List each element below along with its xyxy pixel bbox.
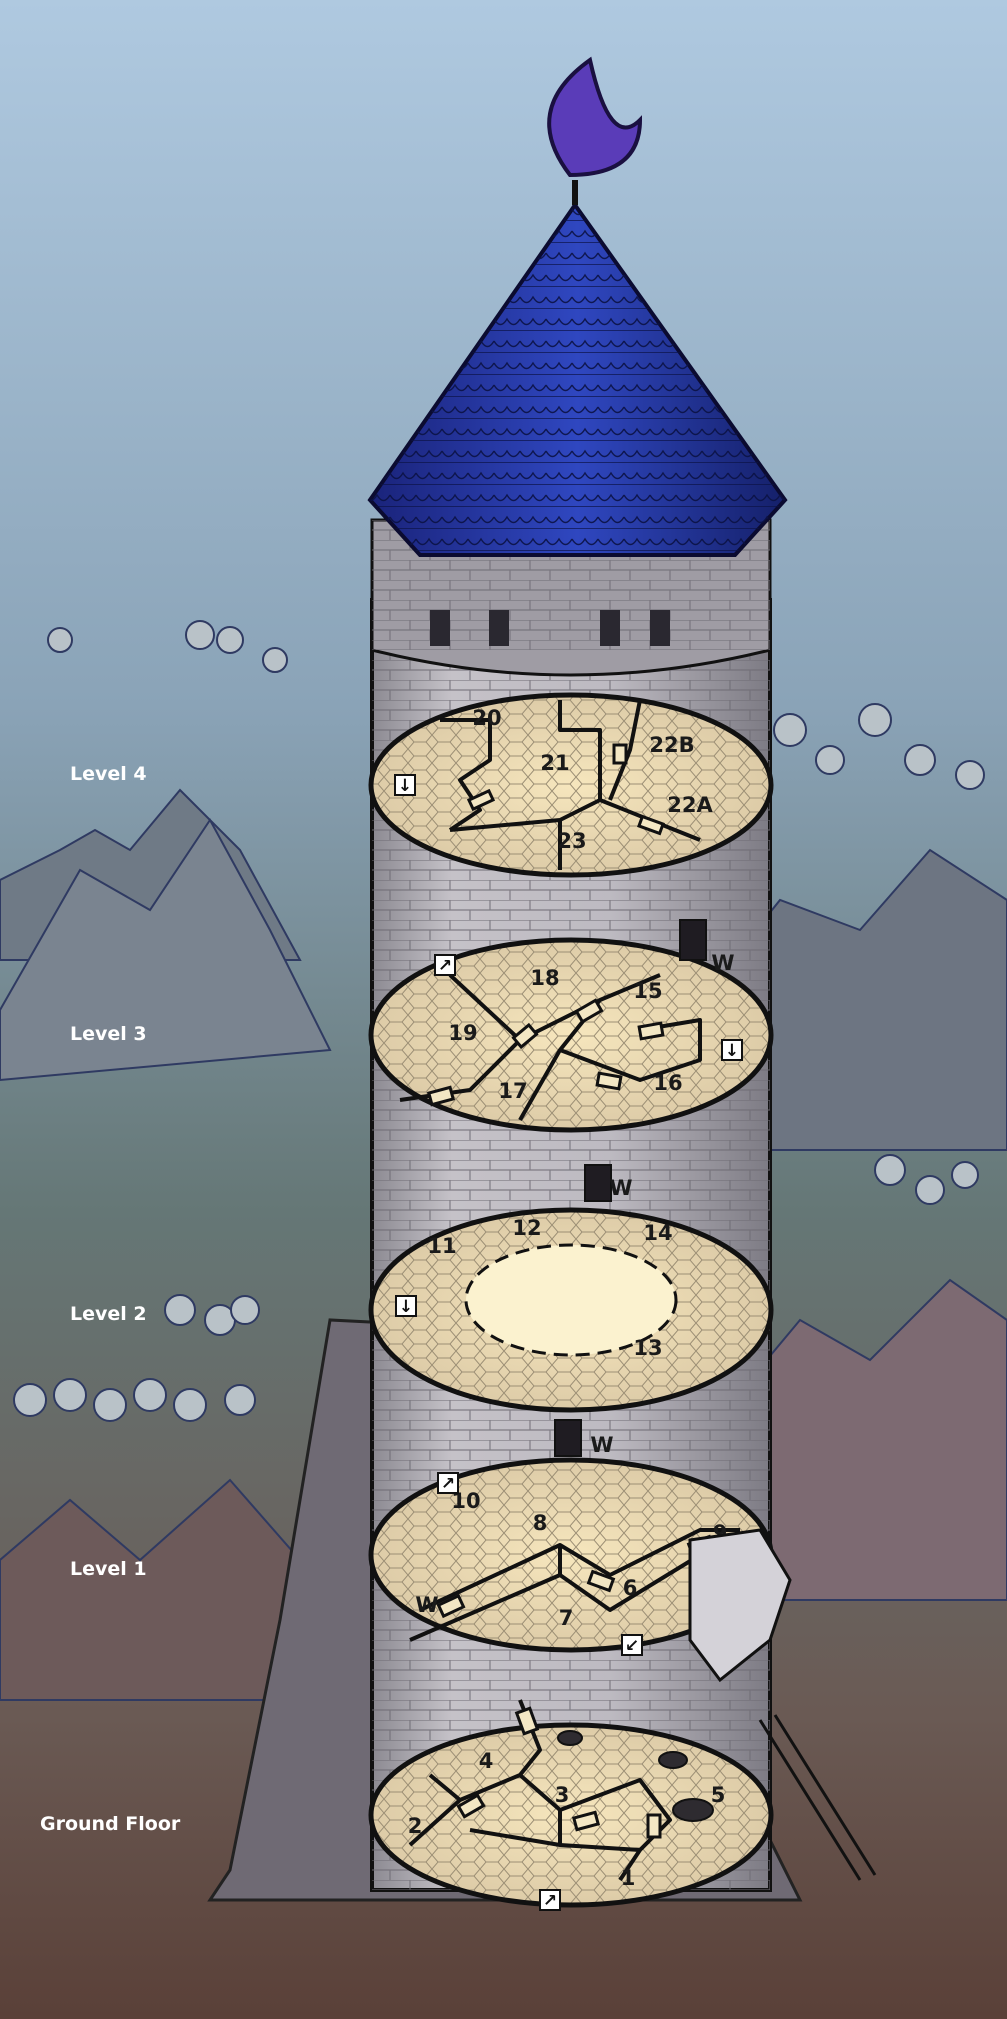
room-number: 15 [633, 979, 662, 1003]
window-mark: W [415, 1593, 438, 1617]
room-number: 5 [711, 1783, 726, 1807]
central-pit [464, 1243, 678, 1357]
moon-finial-icon [547, 56, 643, 205]
room-number: 4 [479, 1749, 494, 1773]
level-label-1: Level 1 [70, 1558, 147, 1580]
well-icon [557, 1730, 583, 1746]
room-number: 19 [448, 1021, 477, 1045]
room-number: 8 [533, 1511, 548, 1535]
well-icon [658, 1751, 688, 1769]
svg-text:↗: ↗ [543, 1891, 557, 1911]
window-mark: W [590, 1433, 613, 1457]
svg-text:↓: ↓ [725, 1041, 739, 1061]
level-label-2: Level 2 [70, 1303, 147, 1325]
well-icon [672, 1798, 714, 1822]
room-number: 22A [667, 793, 713, 817]
room-number: 22B [649, 733, 694, 757]
floor-level-4 [368, 692, 774, 878]
svg-text:↗: ↗ [441, 1474, 455, 1494]
room-number: 18 [530, 966, 559, 990]
room-number: 14 [643, 1221, 672, 1245]
level-label-3: Level 3 [70, 1023, 147, 1045]
stairs-arrow-icon: ↓ ↗ ↓ ↓ ↗ ↙ ↗ [394, 774, 743, 1911]
window-icon [554, 1419, 582, 1457]
wolf-gate-icon [688, 1528, 792, 1683]
room-number: 7 [559, 1606, 574, 1630]
window-icon [584, 1164, 612, 1202]
window-mark: W [609, 1176, 632, 1200]
room-number: 20 [472, 706, 501, 730]
room-number: 16 [653, 1071, 682, 1095]
outer-stairs [758, 1714, 877, 1881]
room-number: 13 [633, 1336, 662, 1360]
room-number: 11 [427, 1234, 456, 1258]
room-number: 21 [540, 751, 569, 775]
room-number: 17 [498, 1079, 527, 1103]
level-label-4: Level 4 [70, 763, 147, 785]
room-number: 6 [623, 1576, 638, 1600]
floor-level-2 [368, 1164, 774, 1413]
floor-ground [368, 1699, 774, 1908]
room-number: 3 [555, 1783, 570, 1807]
svg-text:↓: ↓ [398, 776, 412, 796]
svg-text:↓: ↓ [399, 1297, 413, 1317]
tree-cluster [13, 620, 985, 1422]
room-number: 23 [557, 829, 586, 853]
window-mark: W [711, 951, 734, 975]
room-number: 12 [512, 1216, 541, 1240]
svg-text:↗: ↗ [438, 956, 452, 976]
level-label-ground: Ground Floor [40, 1813, 181, 1835]
floor-level-1 [368, 1419, 774, 1653]
window-icon [679, 919, 707, 961]
svg-text:↙: ↙ [625, 1636, 639, 1656]
room-number: 1 [621, 1866, 636, 1890]
room-number: 2 [408, 1814, 423, 1838]
floor-level-3 [368, 919, 774, 1133]
